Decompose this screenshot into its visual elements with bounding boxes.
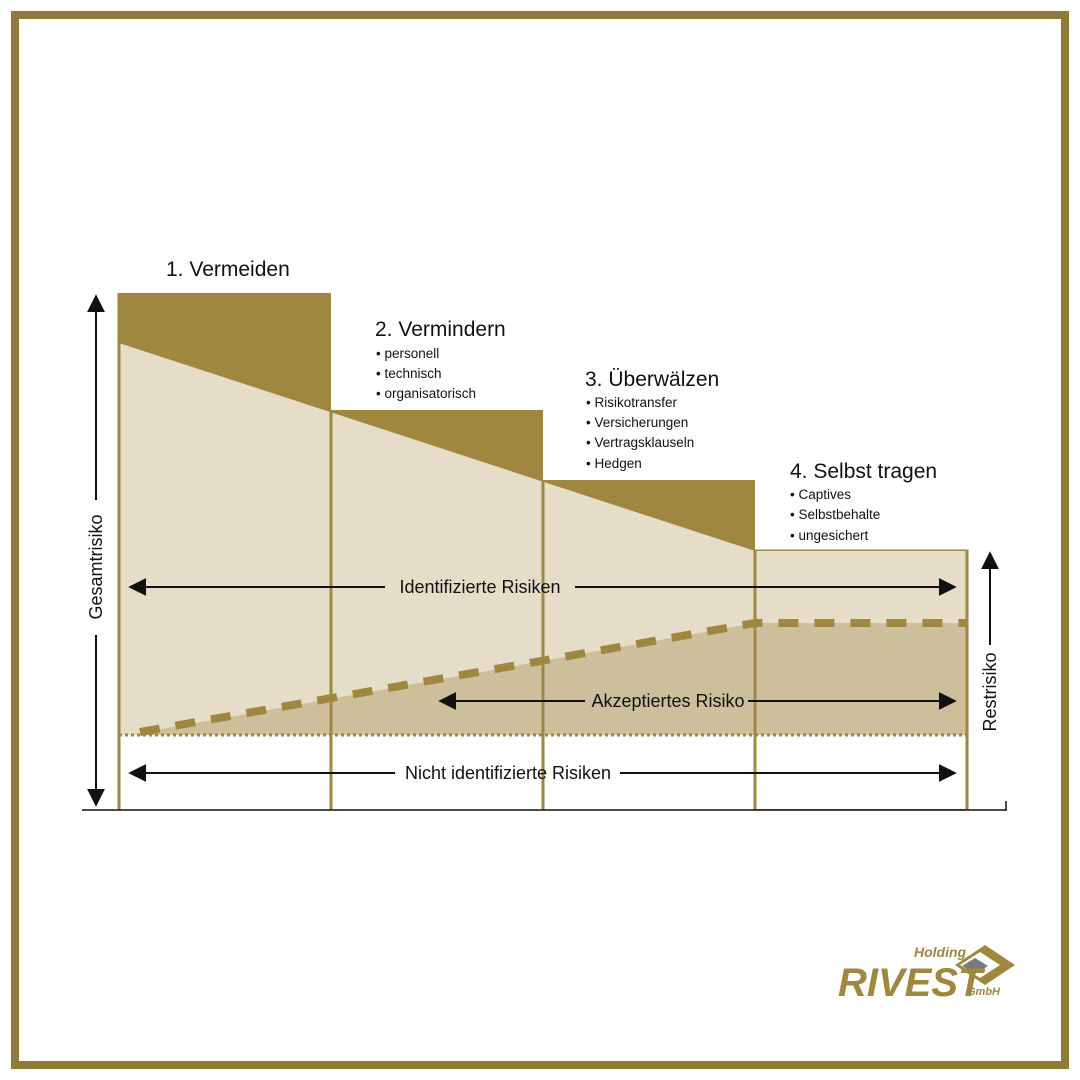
logo-holding-text: Holding (914, 944, 967, 960)
total-risk-label: Gesamtrisiko (86, 514, 106, 619)
step-1-title: 1. Vermeiden (166, 258, 290, 281)
step-4-bullet: • Selbstbehalte (790, 507, 880, 522)
diamond-logo-icon (955, 945, 1015, 985)
residual-risk-label: Restrisiko (980, 652, 1000, 731)
step-3-bullet: • Versicherungen (586, 415, 688, 430)
step-3-bullet: • Hedgen (586, 456, 642, 471)
step-4-title: 4. Selbst tragen (790, 460, 937, 483)
step-4-bullet: • Captives (790, 487, 851, 502)
step-3-bullet: • Vertragsklauseln (586, 435, 694, 450)
step-2-bullet: • personell (376, 346, 439, 361)
step-4-bullet: • ungesichert (790, 528, 869, 543)
logo-suffix-text: GmbH (967, 986, 1001, 998)
logo-main-text: RIVEST (838, 961, 986, 1005)
step-2-bullet: • organisatorisch (376, 386, 476, 401)
step-3-bullet: • Risikotransfer (586, 395, 678, 410)
not-identified-label: Nicht identifizierte Risiken (405, 763, 611, 783)
accepted-risk-area (140, 623, 967, 735)
accepted-label: Akzeptiertes Risiko (591, 691, 744, 711)
step-2-bullet: • technisch (376, 366, 442, 381)
outer-frame (11, 11, 1069, 1069)
step-2-title: 2. Vermindern (375, 318, 506, 341)
step-3-title: 3. Überwälzen (585, 368, 719, 391)
identified-label: Identifizierte Risiken (399, 577, 560, 597)
rivest-logo: Holding RIVEST GmbH (838, 944, 1015, 1005)
